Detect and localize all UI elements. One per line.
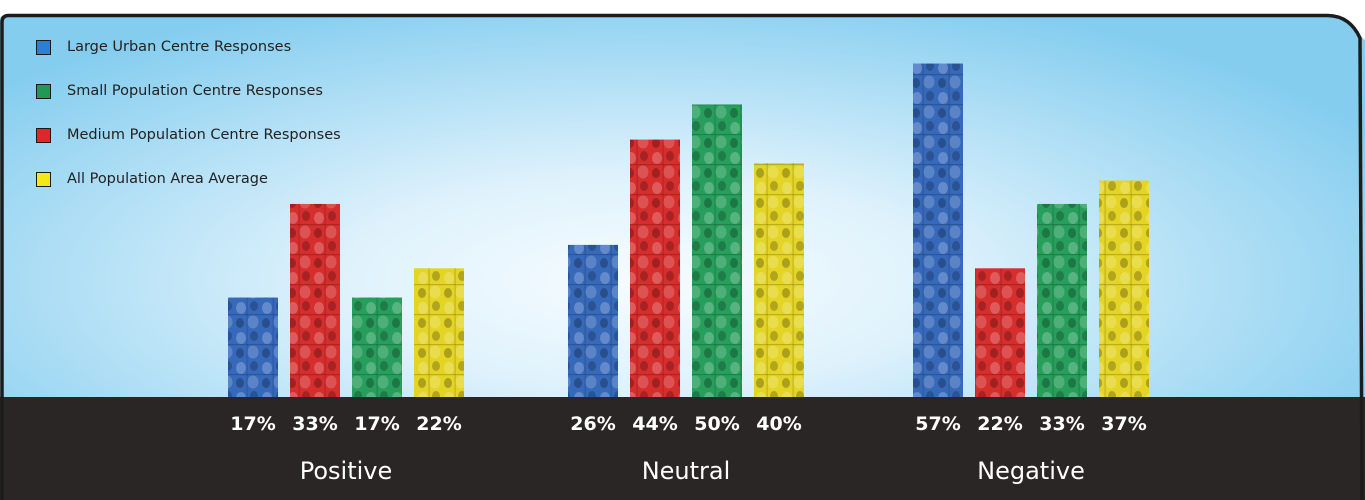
legend-label-medium-population: Medium Population Centre Responses <box>67 127 341 143</box>
bar-texture-positive-medium-population-centre-responses <box>290 203 340 397</box>
bar-texture-negative-all-population-area-average <box>1099 180 1149 397</box>
value-label-neutral-all-population-area-average: 40% <box>756 413 801 435</box>
bar-texture-negative-large-urban-centre-responses <box>913 63 963 398</box>
bars-layer <box>228 63 1149 398</box>
category-label-positive: Positive <box>300 457 393 485</box>
legend-label-large-urban: Large Urban Centre Responses <box>67 39 292 55</box>
legend-item-medium-population: Medium Population Centre Responses <box>36 124 341 146</box>
value-label-negative-medium-population-centre-responses: 22% <box>977 413 1022 435</box>
legend-label-all-population: All Population Area Average <box>67 171 268 187</box>
bar-texture-neutral-small-population-centre-responses <box>692 104 742 397</box>
legend-swatch-medium-population <box>36 127 51 143</box>
bar-texture-neutral-medium-population-centre-responses <box>630 139 680 397</box>
value-label-neutral-large-urban-centre-responses: 26% <box>570 413 615 435</box>
value-label-negative-all-population-area-average: 37% <box>1101 413 1146 435</box>
value-label-positive-all-population-area-average: 22% <box>416 413 461 435</box>
value-label-neutral-small-population-centre-responses: 50% <box>694 413 739 435</box>
labels-layer: 17% 33% 17% 22% Positive 26% 44% 50% 40% Neutral 5… <box>230 413 1146 485</box>
category-label-negative: Negative <box>977 457 1085 485</box>
legend-swatch-large-urban <box>36 39 51 55</box>
value-label-positive-large-urban-centre-responses: 17% <box>230 413 275 435</box>
value-label-positive-medium-population-centre-responses: 33% <box>292 413 337 435</box>
baseline-band <box>0 397 1365 500</box>
value-label-positive-small-population-centre-responses: 17% <box>354 413 399 435</box>
bar-texture-neutral-all-population-area-average <box>754 163 804 397</box>
category-label-neutral: Neutral <box>642 457 731 485</box>
legend: Large Urban Centre Responses Small Popul… <box>36 36 341 212</box>
legend-item-small-population: Small Population Centre Responses <box>36 80 341 102</box>
bar-texture-negative-medium-population-centre-responses <box>975 268 1025 397</box>
legend-item-large-urban: Large Urban Centre Responses <box>36 36 341 58</box>
bar-texture-neutral-large-urban-centre-responses <box>568 244 618 397</box>
bar-texture-negative-small-population-centre-responses <box>1037 203 1087 397</box>
value-label-negative-large-urban-centre-responses: 57% <box>915 413 960 435</box>
value-label-neutral-medium-population-centre-responses: 44% <box>632 413 677 435</box>
legend-swatch-small-population <box>36 83 51 99</box>
bar-texture-positive-small-population-centre-responses <box>352 297 402 397</box>
legend-swatch-all-population <box>36 171 51 187</box>
frame-outline <box>0 13 1364 500</box>
bar-texture-positive-large-urban-centre-responses <box>228 297 278 397</box>
legend-label-small-population: Small Population Centre Responses <box>67 83 323 99</box>
legend-item-all-population: All Population Area Average <box>36 168 341 190</box>
value-label-negative-small-population-centre-responses: 33% <box>1039 413 1084 435</box>
bar-texture-positive-all-population-area-average <box>414 268 464 397</box>
